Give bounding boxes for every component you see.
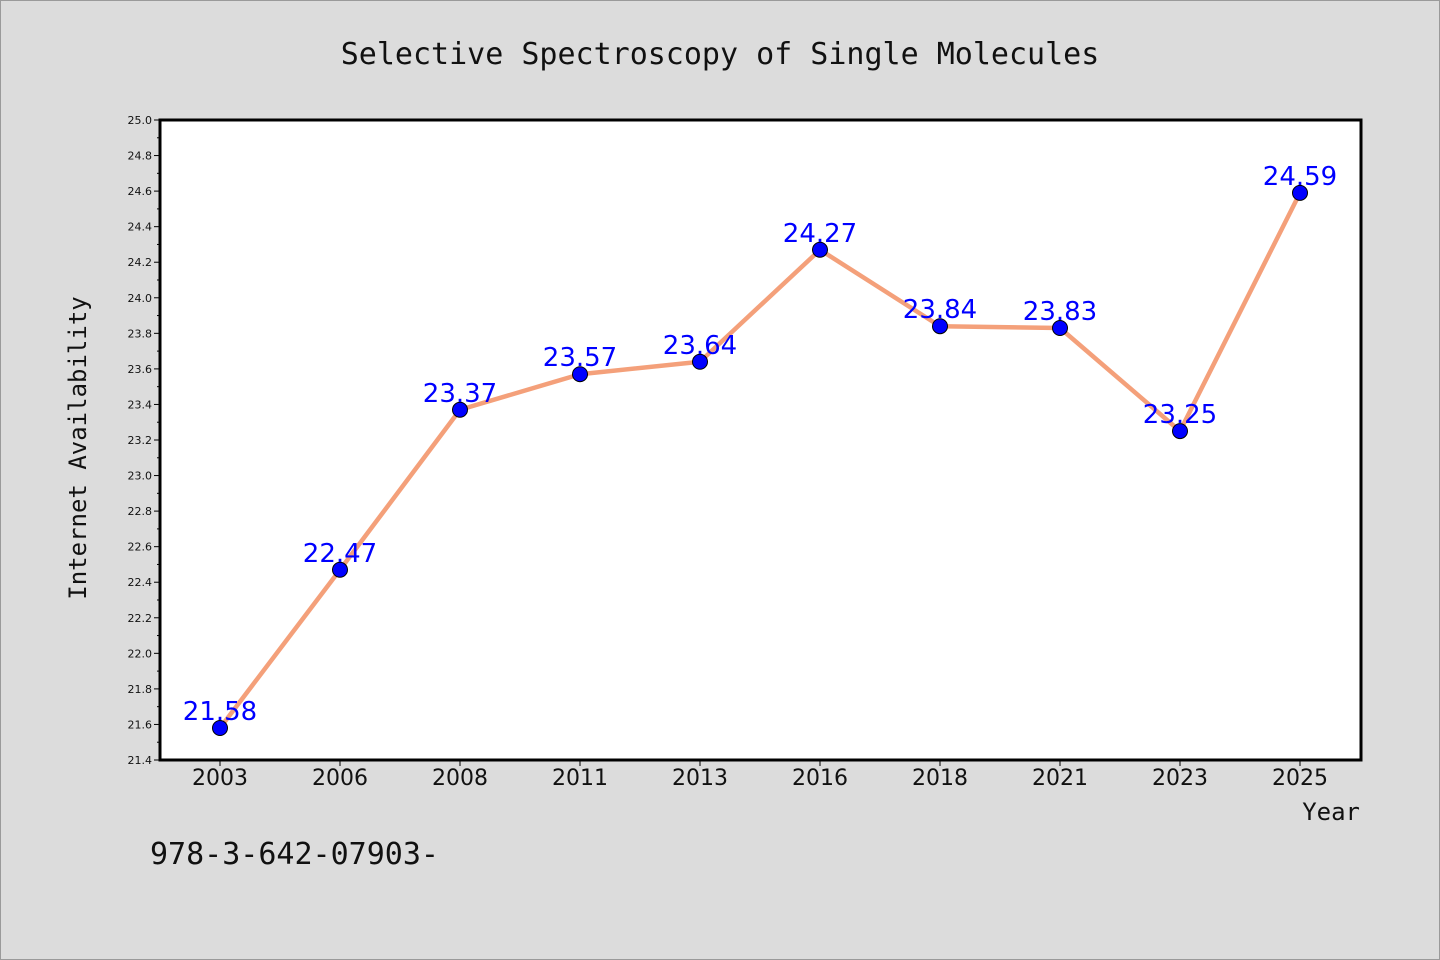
y-tick-label: 23.2 (128, 434, 153, 447)
x-tick-label: 2008 (432, 766, 488, 791)
x-tick-label: 2006 (312, 766, 368, 791)
data-label: 24.59 (1263, 162, 1337, 192)
x-tick-label: 2018 (912, 766, 968, 791)
y-tick-label: 24.4 (128, 221, 153, 234)
data-label: 23.64 (663, 331, 737, 361)
data-label: 23.37 (423, 379, 497, 409)
chart-title: Selective Spectroscopy of Single Molecul… (341, 37, 1100, 72)
data-point (452, 401, 468, 418)
y-tick-label: 23.8 (128, 327, 153, 340)
x-tick-label: 2016 (792, 766, 848, 791)
data-label: 23.84 (903, 295, 977, 325)
y-tick-label: 22.8 (128, 505, 153, 518)
footer-isbn-text: 978-3-642-07903- (150, 837, 439, 872)
data-point (1172, 423, 1188, 440)
y-tick-label: 24.6 (128, 185, 153, 198)
x-tick-label: 2021 (1032, 766, 1088, 791)
data-label: 24.27 (783, 219, 857, 249)
y-tick-label: 24.0 (128, 292, 153, 305)
data-point (572, 366, 588, 383)
x-tick-label: 2023 (1152, 766, 1208, 791)
y-tick-label: 23.0 (128, 470, 153, 483)
x-tick-label: 2003 (192, 766, 248, 791)
y-tick-label: 21.4 (128, 754, 153, 767)
data-point (812, 241, 828, 258)
data-point (932, 318, 948, 335)
data-label: 21.58 (183, 697, 257, 727)
y-tick-label: 22.2 (128, 612, 153, 625)
x-tick-label: 2011 (552, 766, 608, 791)
data-point (332, 561, 348, 578)
data-points (212, 184, 1308, 736)
y-tick-label: 22.4 (128, 576, 153, 589)
data-point (692, 353, 708, 370)
y-tick-label: 23.6 (128, 363, 153, 376)
series-line (218, 191, 1303, 730)
data-label: 22.47 (303, 539, 377, 569)
x-tick-label: 2025 (1272, 766, 1328, 791)
plot-area (158, 118, 1363, 762)
y-axis-label: Internet Availability (64, 296, 92, 599)
y-tick-label: 21.6 (128, 718, 153, 731)
x-axis-label: Year (1302, 798, 1360, 826)
data-point (212, 720, 228, 736)
x-tick-label: 2013 (672, 766, 728, 791)
y-tick-label: 22.0 (128, 647, 153, 660)
data-point (1052, 320, 1068, 336)
y-tick-label: 23.4 (128, 398, 153, 411)
y-tick-label: 24.2 (128, 256, 153, 269)
data-label: 23.57 (543, 343, 617, 373)
y-tick-label: 25.0 (128, 114, 153, 127)
data-label: 23.83 (1023, 297, 1097, 327)
y-axis-ticks: 21.4 21.6 21.8 22.0 22.2 22.4 22.6 22.8 23.0 23.2… (128, 114, 160, 767)
y-tick-label: 24.8 (128, 150, 153, 163)
data-point (1292, 184, 1308, 201)
series-line-group (218, 191, 1303, 730)
y-tick-label: 22.6 (128, 541, 153, 554)
data-label: 23.25 (1143, 400, 1217, 430)
data-labels: 21.58 22.47 23.37 23.57 23.64 24.27 23.84 23.83… (183, 162, 1337, 727)
y-tick-label: 21.8 (128, 683, 153, 696)
x-axis-ticks: 2003 2006 2008 2011 2013 2016 2018 2021 2023 2025 (192, 760, 1328, 791)
